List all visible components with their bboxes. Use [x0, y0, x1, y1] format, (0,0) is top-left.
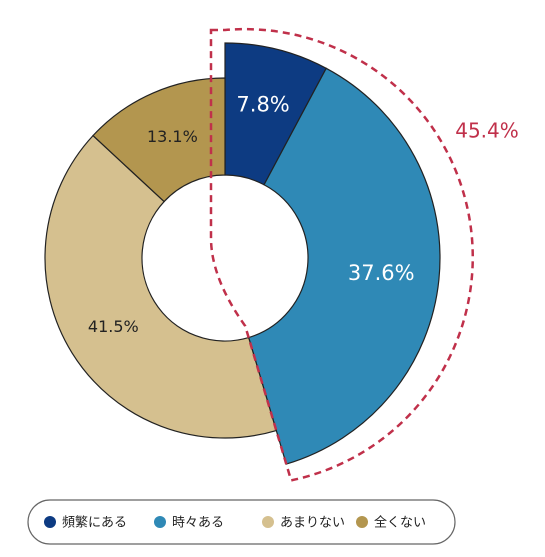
donut-segment [92, 77, 226, 203]
legend-box [27, 499, 456, 545]
legend-label: あまりない [280, 516, 345, 531]
legend-label: 全くない [374, 515, 426, 531]
legend-marker [356, 516, 368, 528]
legend-marker [154, 516, 166, 528]
highlight-outline [209, 27, 474, 482]
donut-segment [247, 67, 441, 465]
highlight-label: 45.4% [455, 119, 519, 143]
data-label: 7.8% [236, 93, 289, 117]
data-label: 13.1% [147, 127, 198, 146]
legend-label: 頻繁にある [62, 515, 127, 531]
legend-label: 時々ある [172, 516, 224, 531]
data-label: 41.5% [88, 317, 139, 336]
donut-segment [44, 134, 278, 439]
data-label: 37.6% [348, 261, 415, 285]
legend-marker [262, 516, 274, 528]
legend-marker [44, 516, 56, 528]
